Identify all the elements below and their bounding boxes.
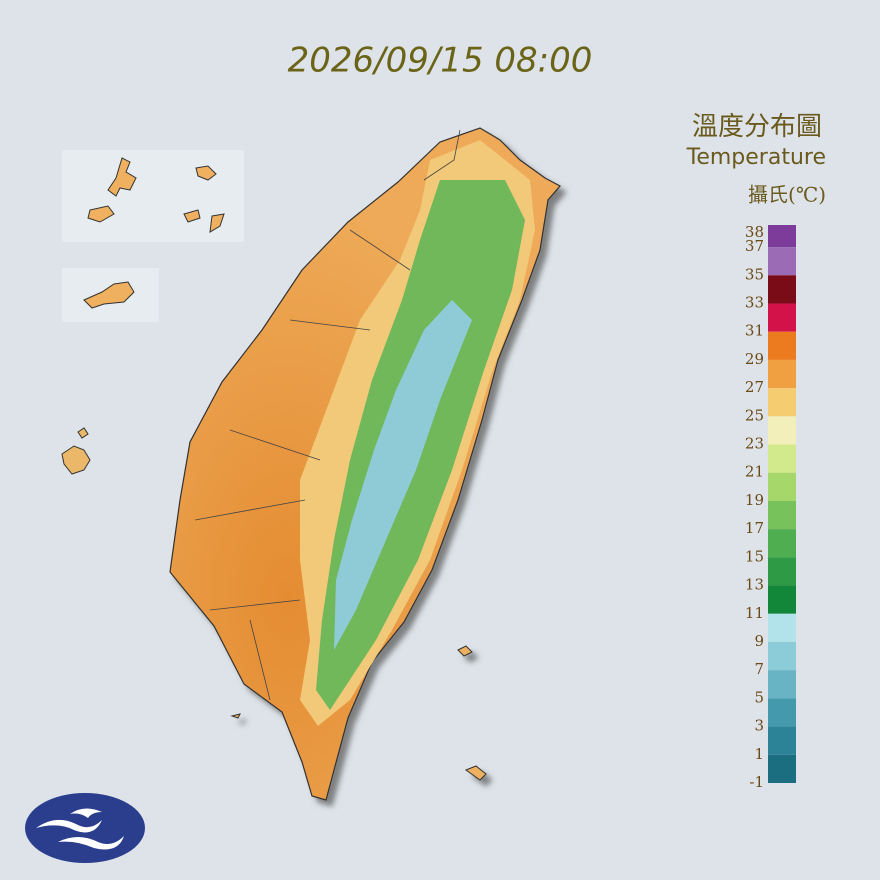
color-band <box>768 416 796 445</box>
tick-label: 23 <box>745 435 764 453</box>
tick-label: 25 <box>745 406 764 424</box>
tick-label: 31 <box>745 322 764 340</box>
map-title: 2026/09/15 08:00 <box>288 41 593 81</box>
color-band <box>768 303 796 332</box>
tick-label: 38 <box>745 223 764 241</box>
color-band <box>768 641 796 671</box>
tick-label: 13 <box>745 576 764 594</box>
color-band <box>768 585 796 614</box>
legend-unit: 攝氏(℃) <box>748 183 826 207</box>
color-band <box>768 726 796 755</box>
color-band <box>768 557 796 586</box>
color-band <box>768 225 796 248</box>
tick-label: 35 <box>745 265 764 283</box>
color-band <box>768 388 796 417</box>
inset-islands <box>61 150 244 475</box>
tick-label: 21 <box>745 463 764 481</box>
legend: 溫度分布圖 Temperature 攝氏(℃) 3837353331292725… <box>686 112 826 791</box>
tick-label: 17 <box>745 519 764 537</box>
color-band <box>768 359 796 389</box>
tick-label: 3 <box>754 717 764 735</box>
tick-label: 33 <box>745 294 764 312</box>
color-band <box>768 331 796 360</box>
tick-label: 29 <box>745 350 764 368</box>
color-band <box>768 529 796 558</box>
tick-label: 9 <box>754 632 764 650</box>
color-band <box>768 670 796 699</box>
color-band <box>768 613 796 642</box>
color-band <box>768 275 796 304</box>
logo <box>25 793 145 863</box>
color-band <box>768 444 796 473</box>
color-band <box>768 247 796 276</box>
tick-label: 27 <box>745 378 764 396</box>
legend-subtitle: Temperature <box>686 145 826 170</box>
tick-label: 7 <box>754 660 764 678</box>
tick-label: 11 <box>745 604 764 622</box>
taiwan-map <box>169 127 561 801</box>
legend-title: 溫度分布圖 <box>692 112 822 142</box>
color-band <box>768 754 796 783</box>
tick-label: 5 <box>754 688 764 706</box>
tick-label: 15 <box>745 547 764 565</box>
color-band <box>768 472 796 501</box>
tick-label: 37 <box>745 237 764 255</box>
color-band <box>768 500 796 530</box>
tick-label: 19 <box>745 491 764 509</box>
color-band <box>768 698 796 727</box>
tick-label: -1 <box>749 773 764 791</box>
tick-label: 1 <box>754 745 764 763</box>
